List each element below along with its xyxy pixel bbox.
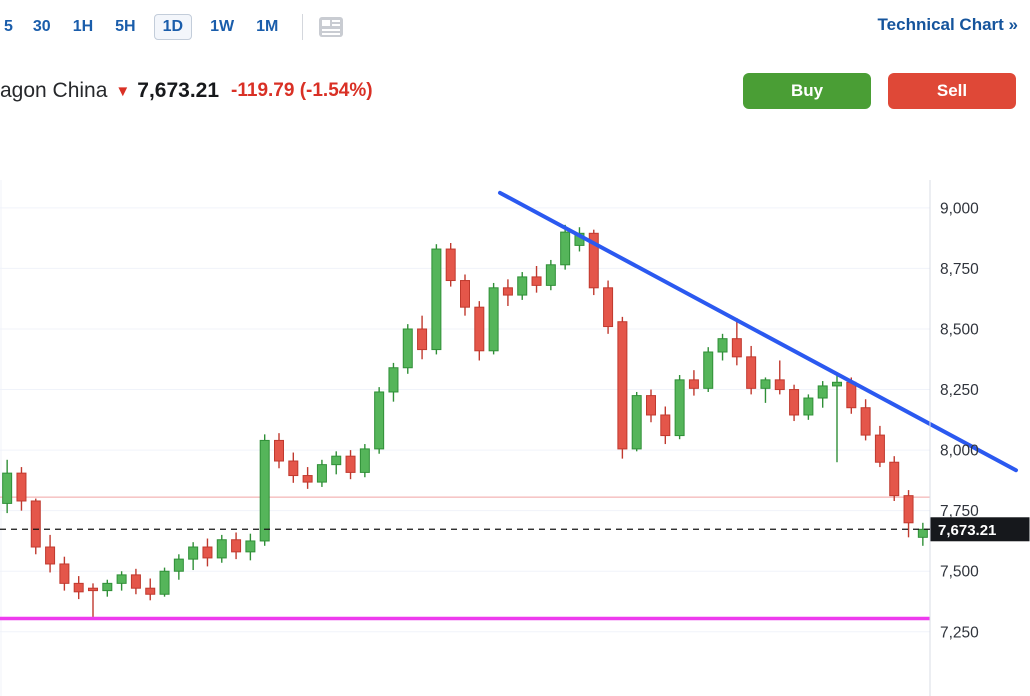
candle-body	[374, 391, 385, 450]
candle-body	[159, 570, 170, 595]
candle-body	[617, 321, 628, 450]
candle-body	[2, 472, 13, 504]
candle-body	[760, 379, 771, 389]
candle-body	[417, 328, 428, 351]
candle-body	[402, 328, 413, 369]
candle-body	[502, 287, 513, 296]
candle-body	[889, 461, 900, 497]
candle-body	[274, 439, 284, 462]
candle-body	[560, 231, 571, 266]
technical-chart-link[interactable]: Technical Chart »	[877, 15, 1018, 34]
candle-body	[703, 351, 714, 389]
candle-body	[674, 379, 685, 437]
y-axis-label: 9,000	[940, 200, 979, 217]
timeframe-1w[interactable]: 1W	[210, 18, 235, 35]
candle-body	[717, 338, 728, 353]
candle-body	[531, 276, 542, 286]
candle-body	[488, 287, 499, 352]
candle-body	[517, 276, 528, 296]
candle-body	[45, 546, 56, 565]
candle-body	[846, 381, 857, 409]
candle-body	[789, 389, 800, 416]
downtrend-line	[498, 190, 1018, 473]
candle-body	[903, 495, 914, 524]
y-axis-label: 8,250	[940, 382, 979, 399]
candle-body	[832, 381, 842, 387]
candle-body	[59, 563, 70, 584]
y-axis-label: 7,750	[940, 503, 979, 520]
y-axis-label: 8,750	[940, 261, 979, 278]
candle-body	[460, 280, 470, 308]
candle-body	[603, 287, 614, 328]
candle-body	[216, 539, 227, 559]
candle-body	[16, 472, 27, 502]
candle-body	[746, 356, 757, 389]
candle-body	[302, 475, 313, 483]
candle-body	[545, 264, 556, 286]
last-price-label-bg	[930, 517, 1030, 542]
last-price: 7,673.21	[137, 79, 220, 102]
candle-body	[917, 528, 928, 538]
toolbar-divider	[302, 14, 304, 40]
candle-body	[388, 367, 399, 393]
candle-body	[116, 574, 127, 584]
candle-body	[145, 587, 156, 595]
candle-body	[646, 395, 656, 416]
candle-body	[288, 460, 299, 477]
candle-body	[88, 587, 98, 592]
candle-body	[188, 546, 199, 560]
y-axis-label: 8,000	[940, 443, 979, 460]
candle-body	[173, 558, 184, 572]
timeframe-1h[interactable]: 1H	[72, 18, 94, 35]
news-icon[interactable]	[317, 15, 345, 39]
candle-body	[431, 248, 442, 351]
candle-body	[73, 582, 84, 593]
candle-body	[30, 500, 41, 548]
candle-body	[860, 407, 871, 436]
candle-body	[245, 540, 256, 553]
candle-body	[345, 455, 356, 473]
candle-body	[445, 248, 456, 282]
candle-body	[817, 385, 828, 399]
y-axis-label: 8,500	[940, 321, 979, 338]
candle-body	[474, 306, 485, 352]
timeframe-1m[interactable]: 1M	[256, 18, 279, 35]
candle-body	[631, 395, 642, 450]
y-axis-label: 7,250	[940, 624, 979, 641]
chart-toolbar: 5 30 1H 5H 1D 1W 1M Technical Chart »	[0, 0, 1030, 54]
candle-body	[874, 434, 885, 463]
candle-body	[731, 338, 742, 358]
y-axis-label: 7,500	[940, 564, 979, 581]
instrument-header: agon China ▼ 7,673.21 -119.79 (-1.54%) B…	[0, 70, 1030, 112]
candle-body	[331, 455, 342, 466]
candle-body	[588, 232, 599, 289]
candle-body	[660, 414, 671, 437]
candle-body	[803, 397, 814, 416]
timeframe-30[interactable]: 30	[32, 18, 51, 35]
candle-body	[202, 546, 213, 559]
candle-body	[316, 464, 327, 483]
sell-button[interactable]: Sell	[888, 73, 1016, 109]
candle-body	[102, 582, 113, 592]
price-down-arrow-icon: ▼	[115, 82, 131, 100]
buy-button[interactable]: Buy	[743, 73, 871, 109]
price-change: -119.79 (-1.54%)	[231, 80, 373, 101]
candle-body	[774, 379, 785, 391]
candle-body	[259, 439, 270, 542]
timeframe-5h[interactable]: 5H	[115, 18, 136, 35]
last-price-label: 7,673.21	[938, 522, 996, 539]
candle-body	[359, 448, 370, 473]
instrument-title: agon China	[0, 79, 108, 102]
candle-body	[130, 574, 141, 589]
timeframe-5[interactable]: 5	[4, 18, 13, 35]
candle-body	[231, 539, 242, 553]
candle-body	[688, 379, 699, 389]
timeframe-1d-selected[interactable]: 1D	[153, 14, 193, 40]
